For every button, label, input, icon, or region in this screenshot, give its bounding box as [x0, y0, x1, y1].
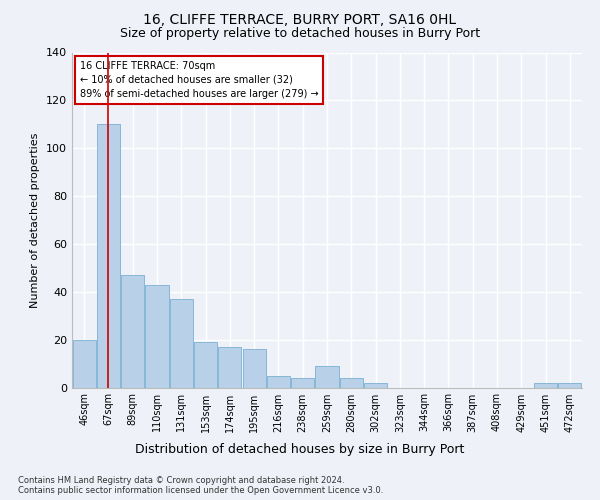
Bar — [316, 366, 338, 388]
Bar — [145, 284, 169, 388]
Bar — [534, 382, 557, 388]
Bar — [73, 340, 95, 388]
Y-axis label: Number of detached properties: Number of detached properties — [31, 132, 40, 308]
Bar — [242, 349, 266, 388]
Text: Size of property relative to detached houses in Burry Port: Size of property relative to detached ho… — [120, 28, 480, 40]
Text: Distribution of detached houses by size in Burry Port: Distribution of detached houses by size … — [136, 442, 464, 456]
Bar — [364, 382, 387, 388]
Bar — [121, 275, 144, 388]
Bar — [218, 347, 241, 388]
Text: Contains HM Land Registry data © Crown copyright and database right 2024.
Contai: Contains HM Land Registry data © Crown c… — [18, 476, 383, 495]
Bar — [170, 299, 193, 388]
Bar — [340, 378, 363, 388]
Bar — [97, 124, 120, 388]
Bar — [267, 376, 290, 388]
Bar — [194, 342, 217, 388]
Text: 16 CLIFFE TERRACE: 70sqm
← 10% of detached houses are smaller (32)
89% of semi-d: 16 CLIFFE TERRACE: 70sqm ← 10% of detach… — [80, 61, 318, 99]
Bar — [291, 378, 314, 388]
Bar — [559, 382, 581, 388]
Text: 16, CLIFFE TERRACE, BURRY PORT, SA16 0HL: 16, CLIFFE TERRACE, BURRY PORT, SA16 0HL — [143, 12, 457, 26]
